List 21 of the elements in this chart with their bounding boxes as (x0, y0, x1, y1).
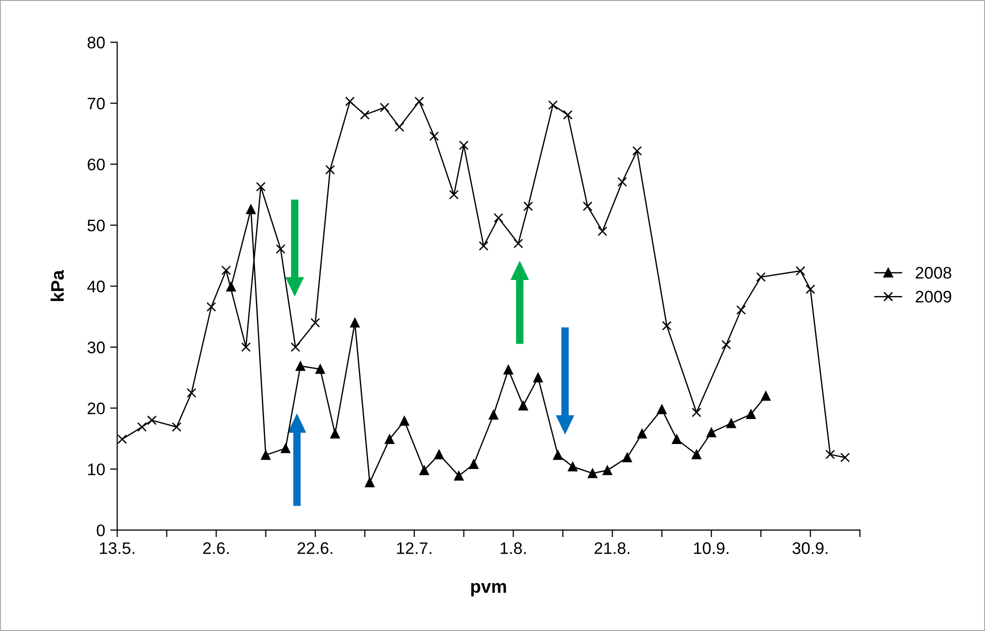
y-tick-label: 80 (88, 36, 105, 48)
x-tick-label: 10.9. (694, 542, 728, 554)
x-tick-label: 1.8. (500, 542, 526, 554)
y-tick-label: 0 (96, 524, 105, 536)
y-tick-label: 50 (88, 220, 105, 232)
y-tick-label: 60 (88, 158, 105, 170)
x-tick-label: 30.9. (792, 542, 828, 554)
legend-label: 2008 (916, 266, 952, 279)
y-tick-label: 20 (88, 402, 105, 414)
y-tick-label: 10 (88, 463, 105, 476)
x-tick-label: 21.8. (594, 542, 630, 554)
x-tick-label: 12.7. (397, 542, 432, 554)
x-axis-title: pvm (471, 582, 506, 596)
x-tick-label: 22.6. (298, 542, 332, 554)
y-tick-label: 30 (88, 342, 105, 354)
y-tick-label: 40 (87, 280, 105, 292)
y-tick-label: 70 (88, 98, 105, 110)
x-tick-label: 2.6. (203, 542, 229, 554)
y-axis-title: kPa (50, 270, 64, 301)
legend-label: 2009 (916, 290, 952, 303)
x-tick-label: 13.5. (100, 542, 134, 554)
